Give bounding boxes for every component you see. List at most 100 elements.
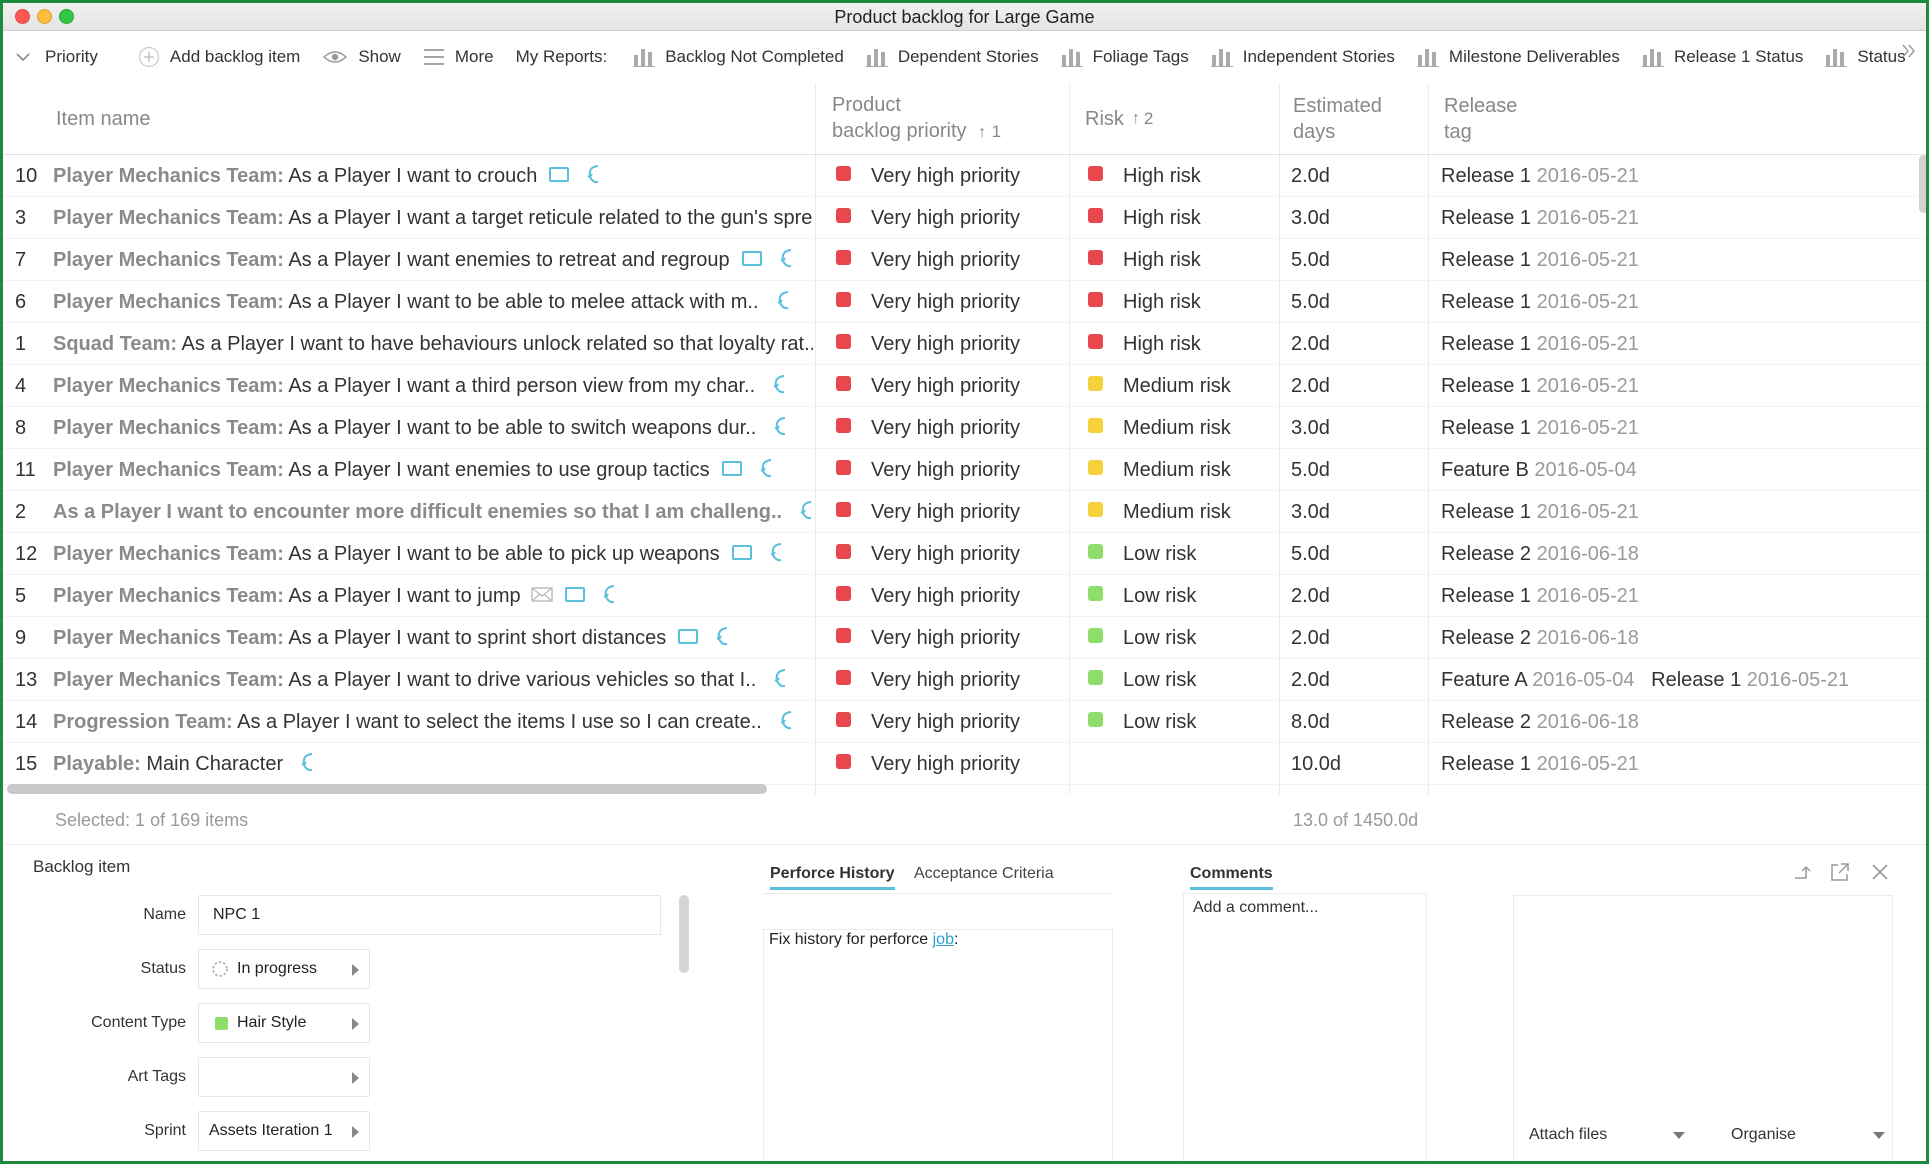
risk-cell[interactable]: High risk <box>1088 239 1278 281</box>
days-cell[interactable]: 3.0d <box>1291 417 1330 439</box>
item-name-cell[interactable]: Player Mechanics Team: As a Player I wan… <box>53 407 813 449</box>
report-button[interactable]: Backlog Not Completed <box>633 47 844 67</box>
item-name-cell[interactable]: Player Mechanics Team: As a Player I wan… <box>53 449 813 491</box>
release-tag-cell[interactable]: Release 1 2016-05-21 <box>1441 365 1921 407</box>
release-tag-cell[interactable]: Release 2 2016-06-18 <box>1441 617 1921 659</box>
release-tag-cell[interactable]: Release 1 2016-05-21 <box>1441 155 1921 197</box>
days-cell[interactable]: 10.0d <box>1291 753 1342 775</box>
table-row[interactable]: 3 Player Mechanics Team: As a Player I wa… <box>3 197 1926 239</box>
vertical-scrollbar[interactable] <box>1919 155 1926 213</box>
days-cell[interactable]: 3.0d <box>1291 501 1330 523</box>
risk-cell[interactable] <box>1088 743 1278 785</box>
attach-files-dropdown[interactable]: Attach files <box>1529 1115 1685 1155</box>
close-window-button[interactable] <box>15 9 30 24</box>
days-cell[interactable]: 5.0d <box>1291 459 1330 481</box>
table-row[interactable]: 15 Playable: Main Character Very high prio… <box>3 743 1926 785</box>
table-row[interactable]: 4 Player Mechanics Team: As a Player I wa… <box>3 365 1926 407</box>
release-tag-cell[interactable]: Release 1 2016-05-21 <box>1441 197 1921 239</box>
add-comment-input[interactable]: Add a comment... <box>1193 899 1319 916</box>
table-row[interactable]: 7 Player Mechanics Team: As a Player I wa… <box>3 239 1926 281</box>
column-header-estimated-days[interactable]: Estimated days <box>1293 83 1382 155</box>
zoom-window-button[interactable] <box>59 9 74 24</box>
overflow-chevron-icon[interactable] <box>1900 42 1918 60</box>
days-cell[interactable]: 5.0d <box>1291 291 1330 313</box>
priority-button[interactable]: Priority <box>15 47 98 67</box>
column-header-item-name[interactable]: Item name <box>56 83 150 155</box>
report-button[interactable]: Release 1 Status <box>1641 47 1803 67</box>
days-cell[interactable]: 3.0d <box>1291 207 1330 229</box>
table-row[interactable]: 6 Player Mechanics Team: As a Player I wa… <box>3 281 1926 323</box>
days-cell[interactable]: 8.0d <box>1291 711 1330 733</box>
item-name-cell[interactable]: Player Mechanics Team: As a Player I wan… <box>53 281 813 323</box>
item-name-cell[interactable]: Player Mechanics Team: As a Player I wan… <box>53 239 813 281</box>
report-button[interactable]: Dependent Stories <box>865 47 1039 67</box>
days-cell[interactable]: 2.0d <box>1291 165 1330 187</box>
close-icon[interactable] <box>1869 861 1891 883</box>
risk-cell[interactable]: Medium risk <box>1088 491 1278 533</box>
pop-out-icon[interactable] <box>1829 861 1851 883</box>
days-cell[interactable]: 5.0d <box>1291 543 1330 565</box>
risk-cell[interactable]: Low risk <box>1088 659 1278 701</box>
risk-cell[interactable]: Low risk <box>1088 533 1278 575</box>
item-name-cell[interactable]: Player Mechanics Team: As a Player I wan… <box>53 197 813 239</box>
detail-form-scrollbar[interactable] <box>679 895 689 973</box>
report-button[interactable]: Foliage Tags <box>1060 47 1189 67</box>
release-tag-cell[interactable]: Release 1 2016-05-21 <box>1441 281 1921 323</box>
release-tag-cell[interactable]: Release 1 2016-05-21 <box>1441 323 1921 365</box>
table-row[interactable]: 12 Player Mechanics Team: As a Player I w… <box>3 533 1926 575</box>
days-cell[interactable]: 2.0d <box>1291 669 1330 691</box>
item-name-cell[interactable]: Player Mechanics Team: As a Player I wan… <box>53 575 813 617</box>
table-row[interactable]: 2 As a Player I want to encounter more di… <box>3 491 1926 533</box>
priority-cell[interactable]: Very high priority <box>836 617 1066 659</box>
job-link[interactable]: job <box>932 931 954 948</box>
days-cell[interactable]: 2.0d <box>1291 333 1330 355</box>
release-tag-cell[interactable]: Feature B 2016-05-04 <box>1441 449 1921 491</box>
priority-cell[interactable]: Very high priority <box>836 407 1066 449</box>
tab-acceptance-criteria[interactable]: Acceptance Criteria <box>914 865 1054 882</box>
content-type-dropdown[interactable]: Hair Style <box>198 1003 370 1043</box>
item-name-cell[interactable]: Squad Team: As a Player I want to have b… <box>53 323 813 365</box>
risk-cell[interactable]: Medium risk <box>1088 449 1278 491</box>
status-dropdown[interactable]: In progress <box>198 949 370 989</box>
item-name-cell[interactable]: Player Mechanics Team: As a Player I wan… <box>53 365 813 407</box>
item-name-cell[interactable]: As a Player I want to encounter more dif… <box>53 491 813 533</box>
risk-cell[interactable]: Medium risk <box>1088 365 1278 407</box>
risk-cell[interactable]: High risk <box>1088 155 1278 197</box>
report-button[interactable]: Independent Stories <box>1210 47 1395 67</box>
table-row[interactable]: 9 Player Mechanics Team: As a Player I wa… <box>3 617 1926 659</box>
item-name-cell[interactable]: Progression Team: As a Player I want to … <box>53 701 813 743</box>
tab-comments[interactable]: Comments <box>1190 861 1273 890</box>
table-row[interactable]: 8 Player Mechanics Team: As a Player I wa… <box>3 407 1926 449</box>
priority-cell[interactable]: Very high priority <box>836 491 1066 533</box>
item-name-cell[interactable]: Playable: Main Character <box>53 743 813 785</box>
release-tag-cell[interactable]: Release 2 2016-06-18 <box>1441 701 1921 743</box>
item-name-cell[interactable]: Player Mechanics Team: As a Player I wan… <box>53 533 813 575</box>
column-header-risk[interactable]: Risk ↑ 2 <box>1085 83 1153 155</box>
report-button[interactable]: Status <box>1825 47 1906 67</box>
priority-cell[interactable]: Very high priority <box>836 239 1066 281</box>
add-backlog-item-button[interactable]: Add backlog item <box>138 46 300 68</box>
table-row[interactable]: 5 Player Mechanics Team: As a Player I wa… <box>3 575 1926 617</box>
priority-cell[interactable]: Very high priority <box>836 449 1066 491</box>
minimize-window-button[interactable] <box>37 9 52 24</box>
risk-cell[interactable]: Low risk <box>1088 617 1278 659</box>
horizontal-scrollbar[interactable] <box>7 784 767 794</box>
release-tag-cell[interactable]: Release 1 2016-05-21 <box>1441 407 1921 449</box>
more-button[interactable]: More <box>423 47 494 67</box>
priority-cell[interactable]: Very high priority <box>836 281 1066 323</box>
table-row[interactable]: 10 Player Mechanics Team: As a Player I w… <box>3 155 1926 197</box>
release-tag-cell[interactable]: Release 1 2016-05-21 <box>1441 743 1921 785</box>
risk-cell[interactable]: Low risk <box>1088 701 1278 743</box>
days-cell[interactable]: 2.0d <box>1291 627 1330 649</box>
organise-dropdown[interactable]: Organise <box>1731 1115 1885 1155</box>
days-cell[interactable]: 2.0d <box>1291 585 1330 607</box>
column-header-release-tag[interactable]: Release tag <box>1444 83 1517 155</box>
risk-cell[interactable]: High risk <box>1088 197 1278 239</box>
item-name-cell[interactable]: Player Mechanics Team: As a Player I wan… <box>53 659 813 701</box>
risk-cell[interactable]: High risk <box>1088 323 1278 365</box>
risk-cell[interactable]: Medium risk <box>1088 407 1278 449</box>
table-row[interactable]: 13 Player Mechanics Team: As a Player I w… <box>3 659 1926 701</box>
table-row[interactable]: 1 Squad Team: As a Player I want to have … <box>3 323 1926 365</box>
risk-cell[interactable]: Low risk <box>1088 575 1278 617</box>
tab-perforce-history[interactable]: Perforce History <box>770 861 895 890</box>
